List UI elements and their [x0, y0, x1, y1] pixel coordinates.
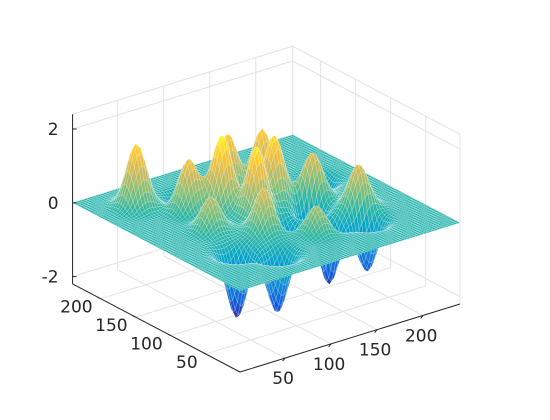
grid-line-z: [72, 60, 293, 130]
surface-mesh: [72, 128, 461, 319]
grid-line-z: [292, 60, 461, 150]
grid-line-y: [205, 285, 426, 355]
box-edge: [292, 45, 461, 135]
box-edge: [72, 45, 293, 115]
